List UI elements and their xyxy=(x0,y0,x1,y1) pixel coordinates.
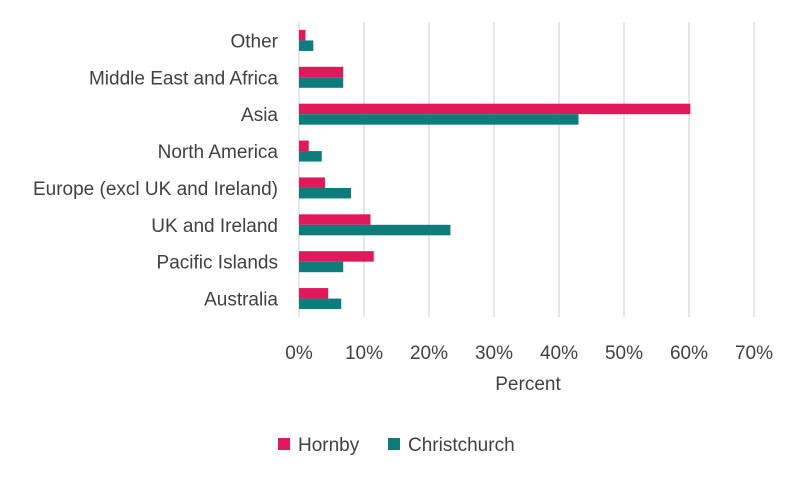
category-label: UK and Ireland xyxy=(151,216,278,237)
bar-hornby xyxy=(299,288,329,299)
x-tick-label: 70% xyxy=(735,343,773,364)
category-label: Other xyxy=(230,31,278,52)
legend-swatch-hornby xyxy=(278,438,290,450)
x-tick-label: 10% xyxy=(345,343,383,364)
legend-label: Hornby xyxy=(298,435,360,456)
bar-hornby xyxy=(299,29,306,41)
bar-christchurch xyxy=(299,114,579,125)
legend-swatch-christchurch xyxy=(388,438,400,450)
bar-hornby xyxy=(299,140,309,152)
legend-label: Christchurch xyxy=(408,435,515,456)
bars xyxy=(299,29,691,310)
bar-hornby xyxy=(299,214,371,225)
bar-christchurch xyxy=(299,224,451,236)
category-label: North America xyxy=(158,142,279,163)
category-label: Asia xyxy=(241,105,278,126)
bar-hornby xyxy=(299,103,691,115)
category-label: Europe (excl UK and Ireland) xyxy=(33,179,278,200)
bar-hornby xyxy=(299,66,344,78)
category-label: Middle East and Africa xyxy=(89,68,278,89)
bar-hornby xyxy=(299,251,374,262)
bar-hornby xyxy=(299,177,325,188)
x-tick-label: 60% xyxy=(670,343,708,364)
bar-christchurch xyxy=(299,298,342,310)
bar-christchurch xyxy=(299,40,314,51)
category-labels: Other Middle East and Africa Asia North Ame… xyxy=(33,31,279,310)
category-label: Pacific Islands xyxy=(157,253,278,274)
category-label: Australia xyxy=(204,290,278,311)
x-tick-labels: 0% 10% 20% 30% 40% 50% 60% 70% xyxy=(285,343,773,364)
x-axis-title: Percent xyxy=(495,374,561,395)
bar-christchurch xyxy=(299,187,351,199)
x-tick-label: 50% xyxy=(605,343,643,364)
legend: Hornby Christchurch xyxy=(278,435,515,456)
x-tick-label: 20% xyxy=(410,343,448,364)
bar-christchurch xyxy=(299,77,344,88)
bar-christchurch xyxy=(299,151,322,162)
x-tick-label: 0% xyxy=(285,343,313,364)
bar-christchurch xyxy=(299,261,344,273)
x-tick-label: 40% xyxy=(540,343,578,364)
x-tick-label: 30% xyxy=(475,343,513,364)
gridlines xyxy=(298,22,755,317)
